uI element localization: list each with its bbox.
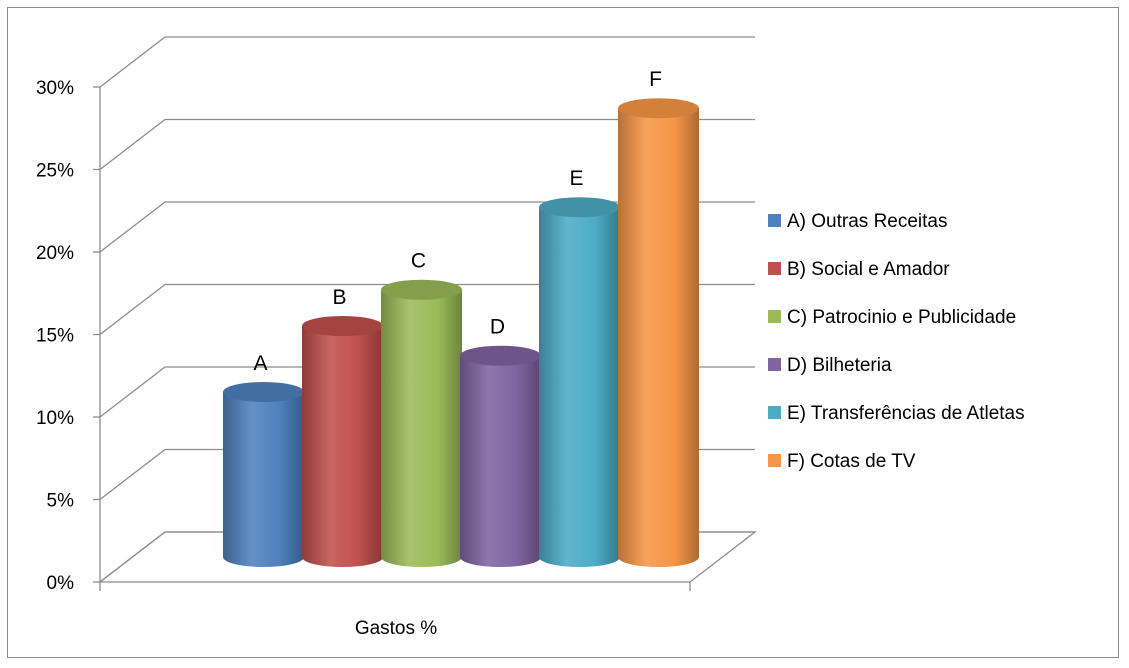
bar-body xyxy=(302,326,383,567)
bar-top xyxy=(618,98,699,119)
bar-label: E xyxy=(569,167,583,190)
bar-f xyxy=(618,98,700,567)
bars xyxy=(223,98,700,567)
gridline xyxy=(99,36,755,88)
legend-swatch xyxy=(768,214,781,227)
bar-top xyxy=(223,382,304,402)
bar-labels: A B C D E F xyxy=(253,68,661,375)
legend-item: C) Patrocinio e Publicidade xyxy=(768,307,1016,328)
legend-label: D) Bilheteria xyxy=(787,355,892,376)
y-tick-label: 10% xyxy=(36,408,74,429)
legend-swatch xyxy=(768,454,781,467)
bar-top xyxy=(302,316,383,336)
bar-e xyxy=(539,197,620,567)
bar-label: D xyxy=(490,316,505,339)
y-axis-ticks: 0% 5% 10% 15% 20% 25% 30% xyxy=(36,78,74,594)
bar-a xyxy=(223,382,304,567)
legend-swatch xyxy=(768,262,781,275)
bar-body xyxy=(539,207,620,567)
legend-swatch xyxy=(768,406,781,419)
legend-label: C) Patrocinio e Publicidade xyxy=(787,307,1016,328)
legend-label: E) Transferências de Atletas xyxy=(787,403,1025,424)
bar-label: A xyxy=(253,352,267,375)
bar-label: F xyxy=(649,68,662,91)
bar-b xyxy=(302,316,383,567)
axes xyxy=(93,86,691,591)
legend-item: F) Cotas de TV xyxy=(768,451,916,472)
y-tick-label: 20% xyxy=(36,243,74,264)
bar-body xyxy=(381,289,462,567)
bar-c xyxy=(381,279,462,567)
bar-body xyxy=(618,108,700,567)
y-tick-label: 30% xyxy=(36,78,74,99)
bar-top xyxy=(539,197,620,218)
bar-top xyxy=(460,345,541,366)
bar-top xyxy=(381,279,462,300)
legend-item: B) Social e Amador xyxy=(768,259,950,280)
bar-d xyxy=(460,345,541,567)
legend-label: F) Cotas de TV xyxy=(787,451,916,472)
legend-swatch xyxy=(768,358,781,371)
y-tick-label: 5% xyxy=(47,491,75,512)
bar-label: C xyxy=(411,250,426,273)
legend-item: A) Outras Receitas xyxy=(768,211,948,232)
y-tick-label: 25% xyxy=(36,161,74,182)
gridline xyxy=(99,118,755,171)
x-category-label: Gastos % xyxy=(355,618,437,639)
legend-label: B) Social e Amador xyxy=(787,259,950,280)
bar-body xyxy=(460,355,541,567)
legend-item: D) Bilheteria xyxy=(768,355,892,376)
y-tick-label: 15% xyxy=(36,326,74,347)
legend-swatch xyxy=(768,310,781,323)
legend-item: E) Transferências de Atletas xyxy=(768,403,1025,424)
legend: A) Outras Receitas B) Social e Amador C) P… xyxy=(768,211,1025,472)
legend-label: A) Outras Receitas xyxy=(787,211,948,232)
bar-body xyxy=(223,392,304,567)
bar-label: B xyxy=(332,286,346,309)
y-tick-label: 0% xyxy=(47,573,75,594)
